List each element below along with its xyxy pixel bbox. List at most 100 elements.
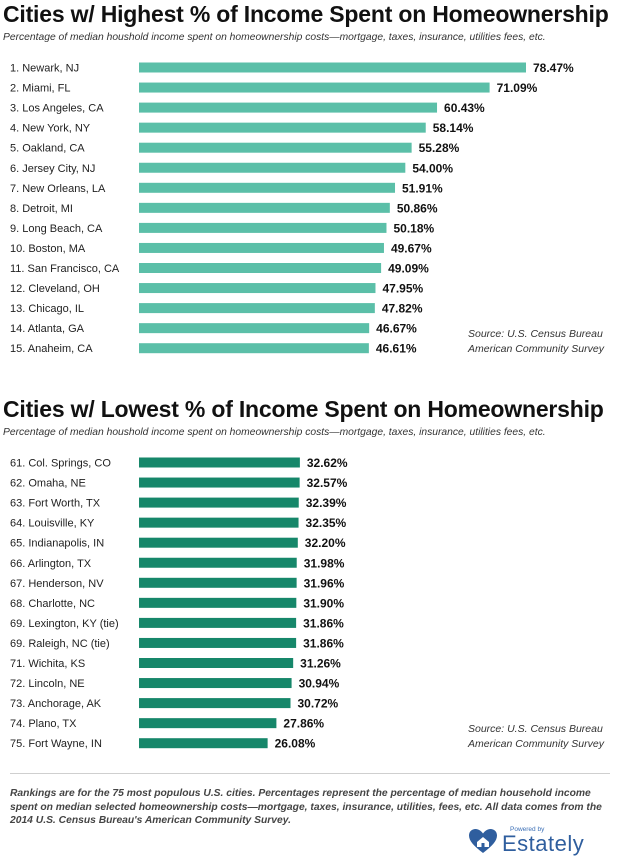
category-label: 7. New Orleans, LA xyxy=(10,183,106,195)
bar xyxy=(139,537,298,548)
category-label: 71. Wichita, KS xyxy=(10,658,85,670)
data-label: 60.43% xyxy=(444,101,485,115)
bar xyxy=(139,718,277,729)
data-label: 31.86% xyxy=(303,616,344,630)
chart-highest: Cities w/ Highest % of Income Spent on H… xyxy=(0,0,620,360)
category-label: 66. Arlington, TX xyxy=(10,558,92,570)
category-label: 75. Fort Wayne, IN xyxy=(10,738,102,750)
source-line-2: American Community Survey xyxy=(468,343,604,355)
category-label: 4. New York, NY xyxy=(10,123,91,135)
heart-house-icon xyxy=(469,829,497,853)
data-label: 51.91% xyxy=(402,181,443,195)
source-line-2: American Community Survey xyxy=(468,738,604,750)
bar xyxy=(139,142,412,153)
bar xyxy=(139,678,292,689)
chart-subtitle: Percentage of median houshold income spe… xyxy=(3,427,546,438)
chart-source: Source: U.S. Census Bureau American Comm… xyxy=(468,327,604,357)
source-line-1: Source: U.S. Census Bureau xyxy=(468,328,603,340)
category-label: 5. Oakland, CA xyxy=(10,143,85,155)
data-label: 78.47% xyxy=(533,61,574,75)
bar xyxy=(139,557,297,568)
category-label: 63. Fort Worth, TX xyxy=(10,498,101,510)
category-label: 10. Boston, MA xyxy=(10,243,86,255)
source-line-1: Source: U.S. Census Bureau xyxy=(468,723,603,735)
category-label: 69. Lexington, KY (tie) xyxy=(10,618,119,630)
category-label: 72. Lincoln, NE xyxy=(10,678,85,690)
bar xyxy=(139,658,294,668)
bar xyxy=(139,617,297,628)
data-label: 46.61% xyxy=(376,342,417,356)
bar xyxy=(139,182,396,193)
bar-chart-highest: 1. Newark, NJ 78.47% 2. Miami, FL 71.09% 3. … xyxy=(10,61,574,356)
data-label: 49.09% xyxy=(388,262,429,276)
category-label: 12. Cleveland, OH xyxy=(10,283,100,295)
data-label: 30.94% xyxy=(299,677,340,691)
bar xyxy=(139,637,297,648)
category-label: 15. Anaheim, CA xyxy=(10,343,93,355)
data-label: 49.67% xyxy=(391,241,432,255)
bar xyxy=(139,263,382,273)
bar xyxy=(139,102,438,113)
data-label: 31.90% xyxy=(303,596,344,610)
bar xyxy=(139,162,406,173)
category-label: 74. Plano, TX xyxy=(10,718,77,730)
bar xyxy=(139,597,297,608)
bar xyxy=(139,738,268,749)
bar xyxy=(139,698,291,709)
data-label: 55.28% xyxy=(419,141,460,155)
bar xyxy=(139,222,387,233)
bar xyxy=(139,497,299,508)
bar xyxy=(139,477,300,488)
category-label: 69. Raleigh, NC (tie) xyxy=(10,638,110,650)
category-label: 14. Atlanta, GA xyxy=(10,323,85,335)
data-label: 31.96% xyxy=(304,576,345,590)
logo-brand: Estately xyxy=(502,831,585,856)
data-label: 31.86% xyxy=(303,636,344,650)
data-label: 32.62% xyxy=(307,456,348,470)
bar xyxy=(139,457,300,468)
data-label: 71.09% xyxy=(497,81,538,95)
category-label: 73. Anchorage, AK xyxy=(10,698,102,710)
bar xyxy=(139,577,297,588)
data-label: 47.95% xyxy=(382,282,423,296)
bar xyxy=(139,202,390,213)
data-label: 32.57% xyxy=(307,476,348,490)
data-label: 30.72% xyxy=(298,697,339,711)
category-label: 68. Charlotte, NC xyxy=(10,598,95,610)
footnote: Rankings are for the 75 most populous U.… xyxy=(10,788,602,826)
category-label: 6. Jersey City, NJ xyxy=(10,163,95,175)
category-label: 64. Louisville, KY xyxy=(10,518,95,530)
chart-lowest: Cities w/ Lowest % of Income Spent on Ho… xyxy=(0,395,620,755)
category-label: 67. Henderson, NV xyxy=(10,578,104,590)
bar xyxy=(139,62,526,73)
chart-source: Source: U.S. Census Bureau American Comm… xyxy=(468,722,604,752)
category-label: 3. Los Angeles, CA xyxy=(10,103,104,115)
category-label: 65. Indianapolis, IN xyxy=(10,538,104,550)
divider xyxy=(10,773,610,774)
category-label: 13. Chicago, IL xyxy=(10,303,84,315)
bar xyxy=(139,283,376,294)
data-label: 50.18% xyxy=(393,221,434,235)
data-label: 54.00% xyxy=(412,161,453,175)
data-label: 58.14% xyxy=(433,121,474,135)
chart-title: Cities w/ Lowest % of Income Spent on Ho… xyxy=(3,396,604,422)
data-label: 50.86% xyxy=(397,201,438,215)
bar xyxy=(139,323,370,334)
data-label: 31.98% xyxy=(304,556,345,570)
bar xyxy=(139,122,426,133)
category-label: 2. Miami, FL xyxy=(10,83,71,95)
data-label: 27.86% xyxy=(283,717,324,731)
chart-title: Cities w/ Highest % of Income Spent on H… xyxy=(3,1,609,27)
category-label: 9. Long Beach, CA xyxy=(10,223,103,235)
category-label: 1. Newark, NJ xyxy=(10,63,79,75)
chart-subtitle: Percentage of median houshold income spe… xyxy=(3,32,546,43)
estately-logo[interactable]: Powered by Estately xyxy=(468,826,608,856)
data-label: 46.67% xyxy=(376,322,417,336)
category-label: 61. Col. Springs, CO xyxy=(10,458,111,470)
bar xyxy=(139,343,369,354)
data-label: 26.08% xyxy=(275,737,316,751)
data-label: 32.35% xyxy=(306,516,347,530)
bar xyxy=(139,242,384,253)
category-label: 8. Detroit, MI xyxy=(10,203,73,215)
logo-powered-by: Powered by xyxy=(510,826,545,833)
